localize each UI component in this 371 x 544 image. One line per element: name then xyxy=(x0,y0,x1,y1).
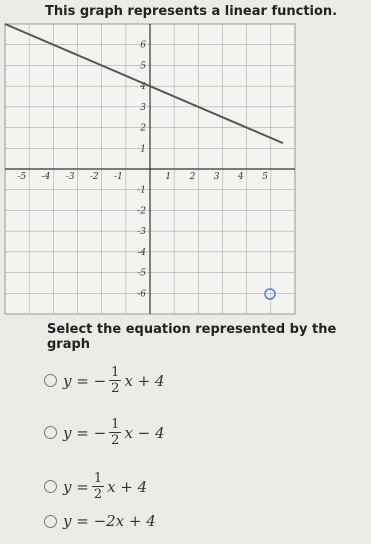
x-tick-label: 4 xyxy=(237,172,244,182)
x-tick-label: 5 xyxy=(262,172,268,182)
x-tick-label: -1 xyxy=(114,172,123,182)
denominator: 2 xyxy=(111,433,120,448)
y-tick-label: 6 xyxy=(140,41,146,51)
radio-button[interactable] xyxy=(44,514,57,528)
function-line xyxy=(4,23,284,145)
equation-suffix: x − 4 xyxy=(124,423,165,442)
numerator: 1 xyxy=(91,471,105,487)
equation-suffix: x + 4 xyxy=(124,371,165,390)
numerator: 1 xyxy=(109,417,122,433)
y-tick-label: 3 xyxy=(140,103,146,113)
equation-prefix: y = − xyxy=(63,371,107,390)
zoom-icon xyxy=(264,288,276,300)
radio-button[interactable] xyxy=(44,374,57,387)
x-tick-label: -2 xyxy=(90,172,99,182)
y-tick-label: 5 xyxy=(140,61,146,71)
numerator: 1 xyxy=(109,365,122,381)
x-tick-label: 2 xyxy=(189,172,196,182)
x-tick-label: -4 xyxy=(42,172,51,182)
y-tick-label: 4 xyxy=(139,82,146,92)
y-tick-label: -4 xyxy=(137,248,146,258)
y-tick-label: 2 xyxy=(139,124,146,134)
x-tick-label: -5 xyxy=(17,172,26,182)
equation-suffix: x + 4 xyxy=(107,477,148,496)
y-tick-label: -1 xyxy=(137,186,146,196)
graph: -5 -4 -3 -2 -1 1 2 3 4 5 6 5 4 3 2 1 -1 -2 -3 -4 -5 -6 xyxy=(4,23,296,315)
equation-prefix: y = xyxy=(63,477,89,496)
x-tick-label: -3 xyxy=(66,172,75,182)
y-tick-label: -5 xyxy=(137,269,146,279)
y-tick-label: -6 xyxy=(137,289,146,299)
instruction: Select the equation represented by the g… xyxy=(47,322,337,352)
radio-button[interactable] xyxy=(44,480,57,493)
prompt: This graph represents a linear function. xyxy=(45,4,338,19)
radio-button[interactable] xyxy=(44,426,57,439)
denominator: 2 xyxy=(93,487,103,502)
y-tick-label: 1 xyxy=(140,144,146,154)
option[interactable]: y = 1 2 x + 4 xyxy=(44,471,147,502)
equation-prefix: y = − xyxy=(63,423,107,442)
x-tick-label: 3 xyxy=(214,172,220,182)
option[interactable]: y = −1 2 x − 4 xyxy=(44,417,165,448)
option[interactable]: y = −1 2 x + 4 xyxy=(44,365,165,396)
x-tick-label: 1 xyxy=(165,172,171,182)
y-tick-label: -2 xyxy=(137,206,146,216)
equation: y = −2x + 4 xyxy=(63,512,156,530)
denominator: 2 xyxy=(111,381,120,396)
option[interactable]: y = −2x + 4 xyxy=(44,512,156,530)
y-tick-label: -3 xyxy=(137,227,146,237)
